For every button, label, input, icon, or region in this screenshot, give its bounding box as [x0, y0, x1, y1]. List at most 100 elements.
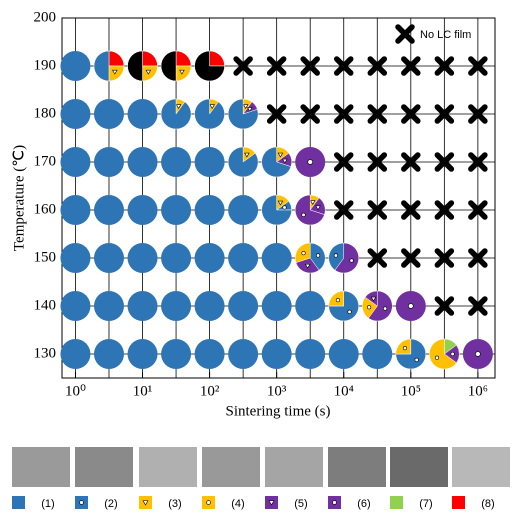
pie [127, 339, 158, 369]
glyph-triangle [277, 152, 284, 158]
sem-image [12, 447, 70, 487]
cross-stroke [333, 152, 354, 172]
pie [60, 99, 91, 129]
legend-label: No LC film [420, 29, 471, 41]
pie-slice [161, 339, 192, 369]
pie [261, 291, 292, 321]
no-film-mark [468, 104, 488, 124]
no-film-mark [434, 248, 455, 268]
pie [161, 195, 192, 225]
no-film-mark [468, 296, 488, 316]
pie-slice [161, 147, 192, 177]
pie-slice [368, 290, 393, 322]
sem-image [202, 447, 260, 487]
no-film-mark [333, 56, 354, 76]
x-tick-label: 10² [200, 383, 220, 399]
pie-slice [261, 194, 292, 226]
x-axis-label: Sintering time (s) [226, 403, 331, 419]
cross-stroke [333, 200, 354, 220]
pie [160, 98, 192, 130]
cross-stroke [434, 248, 455, 268]
pie [295, 242, 326, 274]
pie-slice [194, 339, 225, 369]
pie [161, 339, 192, 369]
glyph-triangle [304, 263, 311, 269]
cross-stroke [367, 248, 388, 268]
glyph-triangle [112, 69, 118, 75]
pie-slice [142, 50, 158, 67]
pie [194, 339, 225, 369]
glyph-triangle [242, 104, 249, 109]
cross-stroke [395, 24, 415, 44]
glyph-triangle [309, 200, 316, 205]
y-tick-label: 190 [34, 57, 57, 73]
pie-slice [194, 50, 225, 82]
pie-slice [93, 243, 124, 273]
legend-swatch [452, 496, 465, 509]
pie-slice [60, 51, 91, 81]
pie [194, 98, 225, 130]
glyph-circle [206, 500, 211, 505]
glyph-triangle [247, 107, 253, 112]
pie [228, 243, 259, 273]
x-tick-label: 10³ [267, 383, 287, 399]
pie-slice [160, 98, 192, 130]
pie-slice [228, 195, 259, 225]
no-film-mark [300, 104, 320, 124]
y-tick-label: 200 [34, 9, 57, 25]
pie [295, 291, 326, 321]
glyph-circle [79, 500, 84, 505]
glyph-triangle [370, 296, 377, 302]
legend-label: (1) [41, 498, 54, 510]
pie-slice [161, 243, 192, 273]
glyph-circle [408, 303, 414, 309]
pie [60, 195, 91, 225]
cross-stroke [367, 152, 388, 172]
y-tick-label: 180 [34, 105, 57, 121]
pie-slice [108, 65, 125, 82]
pie-slice [194, 291, 225, 321]
pie-slice [60, 291, 91, 321]
pie-slice [362, 339, 393, 369]
pie [60, 291, 91, 321]
pie [60, 147, 91, 177]
pie-slice [194, 243, 225, 273]
pie-slice [227, 146, 259, 178]
pie-slice [60, 339, 91, 369]
pie [328, 339, 359, 369]
pie-slice [127, 291, 158, 321]
pie [161, 243, 192, 273]
glyph-triangle [277, 200, 284, 206]
glyph-circle [301, 212, 306, 217]
pie [194, 291, 225, 321]
glyph-triangle [175, 104, 182, 109]
sem-image [390, 447, 448, 487]
pie [93, 147, 124, 177]
no-film-mark [333, 152, 354, 172]
cross-stroke [468, 104, 488, 124]
pie-slice [127, 50, 143, 82]
pie-slice [261, 243, 292, 273]
no-film-mark [266, 56, 287, 76]
pie [194, 195, 225, 225]
no-film-mark [434, 152, 455, 172]
pie-slice [261, 291, 292, 321]
cross-stroke [367, 200, 388, 220]
glyph-circle [349, 258, 354, 263]
glyph-circle [450, 351, 455, 357]
pie [295, 339, 326, 369]
legend-label: (5) [294, 498, 307, 510]
legend-swatch [390, 496, 403, 509]
cross-stroke [300, 56, 320, 76]
pie-slice [175, 65, 192, 82]
pie [228, 291, 259, 321]
cross-stroke [468, 152, 488, 172]
pie [93, 339, 124, 369]
no-film-mark [233, 56, 253, 76]
no-film-mark [434, 200, 455, 220]
pie-slice [328, 290, 359, 322]
pie [462, 339, 493, 369]
pie-slice [295, 194, 325, 226]
pie [127, 147, 158, 177]
no-film-mark [367, 104, 388, 124]
